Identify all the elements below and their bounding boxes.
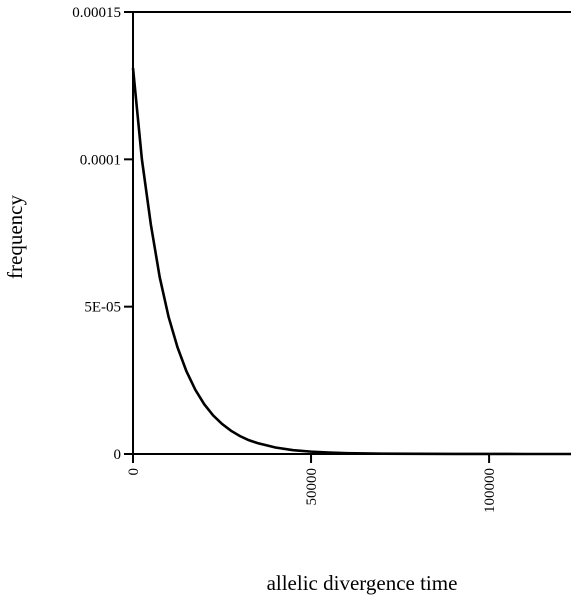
x-ticks: 0 50000 100000 — [126, 454, 498, 513]
x-tick-label: 100000 — [482, 468, 498, 513]
series-line — [131, 67, 571, 456]
y-tick-label: 0.00015 — [72, 5, 121, 21]
y-axis-title: frequency — [3, 195, 27, 279]
y-ticks: 0 5E-05 0.0001 0.00015 — [72, 5, 133, 463]
x-tick-label: 50000 — [304, 468, 320, 506]
x-tick-label: 0 — [126, 468, 142, 476]
x-axis-title: allelic divergence time — [267, 571, 458, 595]
y-tick-label: 5E-05 — [84, 300, 121, 316]
plot-area: 0 5E-05 0.0001 0.00015 0 50000 100000 — [72, 5, 571, 513]
y-tick-label: 0.0001 — [80, 152, 121, 168]
y-tick-label: 0 — [114, 447, 122, 463]
